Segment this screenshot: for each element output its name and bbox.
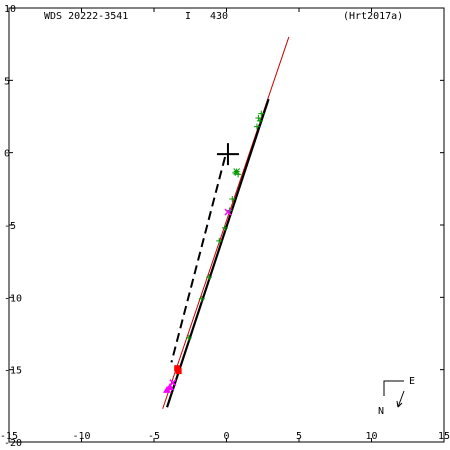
- grade-value: 430: [210, 11, 228, 22]
- compass-east-label: E: [409, 376, 415, 387]
- compass-arrowhead: [396, 400, 403, 408]
- plus-marker: [198, 295, 205, 302]
- x-tick-label: -10: [72, 431, 90, 442]
- y-tick-label: 5: [4, 76, 10, 87]
- compass: E N: [378, 376, 415, 417]
- compass-axes: [383, 380, 404, 396]
- plus-marker: [216, 237, 223, 244]
- triangle-marker: [165, 383, 174, 391]
- plus-marker: [258, 110, 265, 117]
- plus-marker: [206, 274, 213, 281]
- grade-flag: I: [185, 11, 191, 22]
- periastron-dashed-line: [170, 156, 227, 363]
- reference-code: (Hrt2017a): [343, 11, 403, 22]
- x-tick-label: -5: [148, 431, 160, 442]
- y-tick-label: -10: [4, 293, 22, 304]
- plus-marker: [229, 195, 236, 202]
- primary-star-marker: [216, 143, 239, 166]
- plus-marker: [222, 224, 229, 231]
- x-tick-label: 15: [438, 431, 450, 442]
- plus-marker: [253, 123, 260, 130]
- primary-cross: [216, 143, 239, 166]
- x-tick-label: -15: [0, 431, 18, 442]
- square-marker: [175, 368, 182, 375]
- orbit-lines: [162, 36, 290, 409]
- plus-marker: [185, 334, 192, 341]
- y-tick-label: -15: [4, 366, 22, 377]
- plus-marker: [256, 117, 263, 124]
- x-tick-label: 0: [223, 431, 229, 442]
- pair-name: WDS 20222-3541: [44, 11, 128, 22]
- compass-north-label: N: [378, 406, 384, 417]
- star-marker: [233, 168, 241, 175]
- y-tick-label: 10: [4, 4, 16, 15]
- plus-marker: [255, 114, 262, 121]
- observation-marks: [163, 110, 265, 393]
- x-tick-label: 10: [365, 431, 377, 442]
- x-marker: [224, 208, 232, 216]
- x-tick-label: 5: [296, 431, 302, 442]
- orbit-arc: [166, 98, 270, 408]
- line-of-nodes: [162, 36, 290, 409]
- y-tick-label: -5: [4, 221, 16, 232]
- compass-motion-arrow: [397, 390, 405, 408]
- y-tick-label: -20: [4, 438, 22, 449]
- header: WDS 20222-3541 I 430 (Hrt2017a): [44, 11, 403, 22]
- y-tick-label: 0: [4, 149, 10, 160]
